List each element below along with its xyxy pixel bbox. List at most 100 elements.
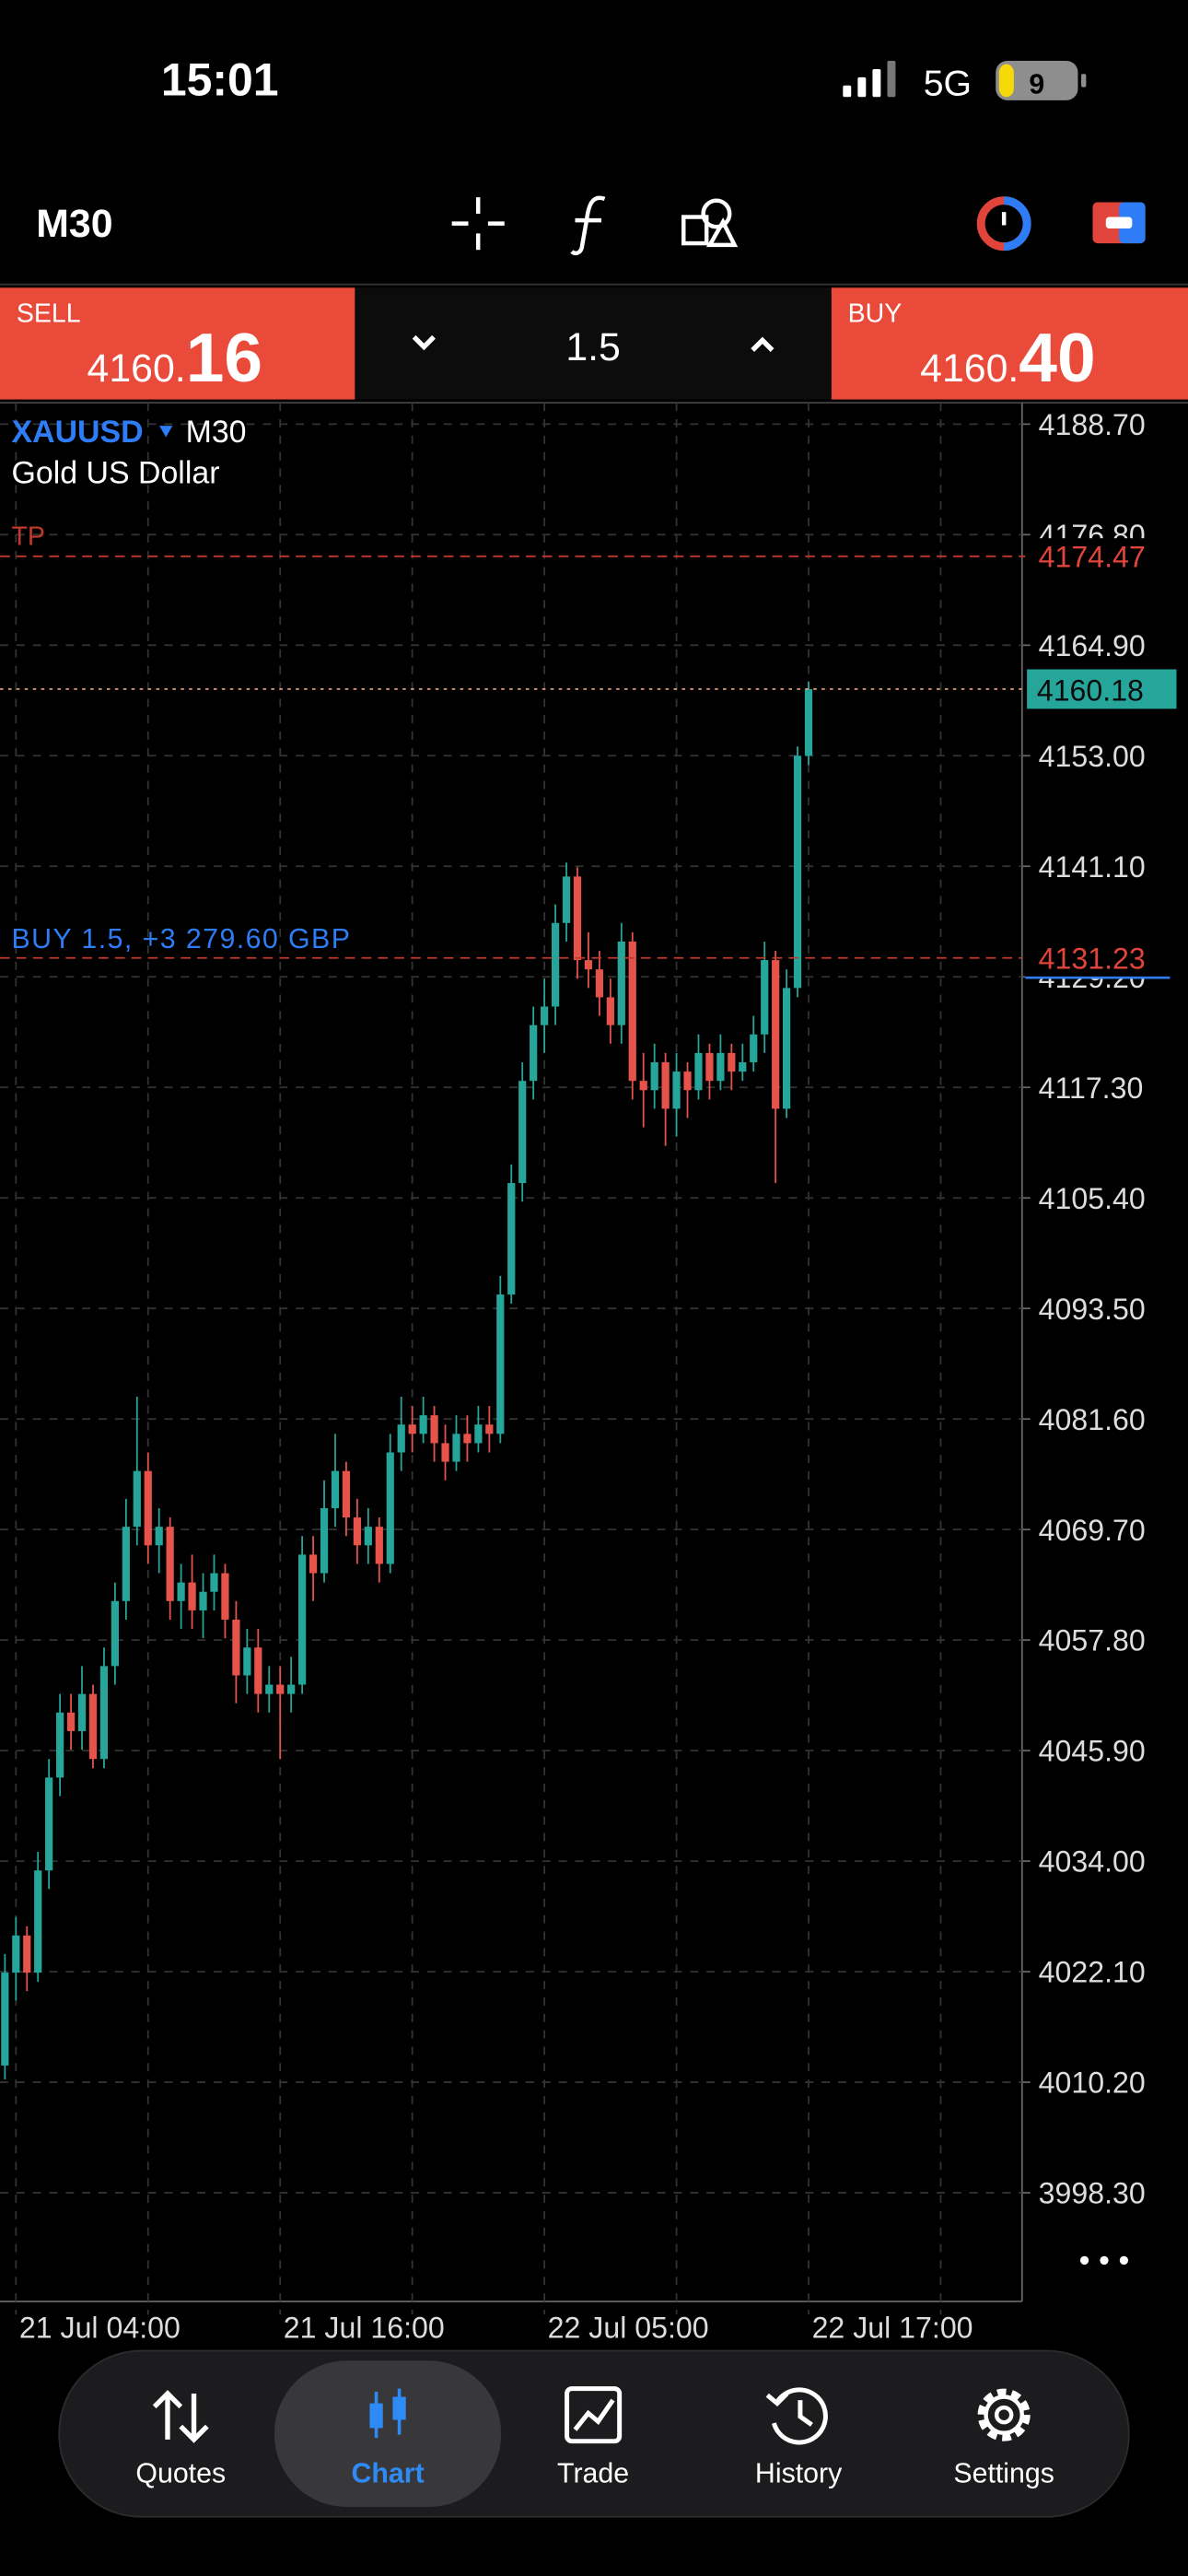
history-button[interactable] — [976, 196, 1031, 252]
battery-percent: 9 — [1029, 70, 1044, 100]
candle-body — [793, 755, 802, 989]
candle-body — [177, 1582, 185, 1601]
take-profit-price: 4174.47 — [1039, 540, 1146, 573]
volume-down[interactable] — [412, 334, 436, 351]
candle-body — [188, 1582, 196, 1610]
candle-body — [463, 1434, 472, 1444]
chart-overlay: XAUUSD M30 Gold US Dollar — [11, 415, 1129, 2266]
candle-body — [45, 1777, 53, 1871]
candle-body — [375, 1527, 383, 1564]
objects-button[interactable] — [681, 198, 739, 248]
buy-price-pips: 40 — [1019, 319, 1095, 396]
tab-label[interactable]: Chart — [351, 2458, 424, 2488]
sell-button[interactable] — [0, 287, 355, 400]
volume-up[interactable] — [751, 336, 775, 352]
y-tick-label: 4153.00 — [1039, 740, 1146, 773]
y-tick-label: 4069.70 — [1039, 1514, 1146, 1547]
candle-body — [739, 1062, 747, 1072]
candle-body — [88, 1693, 98, 1760]
candle-body — [452, 1434, 460, 1462]
history-icon — [765, 2387, 828, 2445]
battery-level — [998, 64, 1014, 98]
settings-icon — [977, 2388, 1031, 2441]
candle-body — [419, 1415, 427, 1434]
candle-body — [728, 1052, 736, 1072]
candle-body — [804, 688, 813, 756]
candle-body — [761, 960, 769, 1035]
buy-button[interactable] — [831, 287, 1188, 400]
candle-body — [320, 1507, 329, 1574]
candle-body — [331, 1470, 340, 1508]
candle-body — [772, 960, 780, 1109]
y-tick-label: 4117.30 — [1039, 1071, 1144, 1105]
x-tick-label: 21 Jul 04:00 — [19, 2311, 181, 2344]
y-tick-label: 4057.80 — [1039, 1624, 1146, 1657]
y-tick-label: 4034.00 — [1039, 1845, 1146, 1879]
candle-body — [309, 1554, 318, 1574]
candle-body — [530, 1025, 538, 1082]
tab-label[interactable]: Trade — [557, 2458, 629, 2488]
tab-label[interactable]: Settings — [953, 2458, 1054, 2488]
candle-body — [111, 1600, 119, 1667]
candle-body — [12, 1935, 20, 1973]
current-price-tag — [1027, 669, 1177, 709]
symbol[interactable]: XAUUSD — [11, 415, 143, 450]
more-button[interactable] — [1079, 2255, 1129, 2266]
x-tick-label: 22 Jul 17:00 — [812, 2311, 973, 2344]
candle-body — [661, 1062, 670, 1109]
candle-body — [56, 1712, 64, 1778]
candle-body — [298, 1554, 307, 1685]
candle-body — [144, 1470, 152, 1546]
candle-body — [750, 1034, 758, 1063]
candle-body — [408, 1424, 416, 1434]
symbol-dropdown[interactable] — [159, 426, 173, 438]
candle-body — [199, 1591, 207, 1610]
y-tick-label: 4164.90 — [1039, 629, 1146, 662]
x-tick-label: 21 Jul 16:00 — [284, 2311, 445, 2344]
candle-body — [155, 1527, 163, 1546]
indicators-button[interactable] — [570, 195, 606, 256]
candle-body — [507, 1183, 516, 1295]
candle-body — [99, 1666, 109, 1760]
candle-body — [518, 1081, 527, 1184]
tab-label[interactable]: History — [755, 2458, 843, 2488]
y-tick-label: 4081.60 — [1039, 1403, 1146, 1436]
trade-button[interactable] — [1092, 202, 1146, 244]
candle-body — [287, 1684, 296, 1694]
candle-body — [716, 1052, 725, 1082]
candle-body — [133, 1470, 141, 1528]
volume-panel — [355, 287, 832, 400]
candle-body — [34, 1870, 42, 1973]
candle-body — [166, 1527, 174, 1601]
candle-body — [551, 922, 560, 1007]
y-tick-label: 4141.10 — [1039, 850, 1146, 884]
buy-price: 4160.40 — [920, 319, 1095, 396]
y-tick-label: 4022.10 — [1039, 1956, 1146, 1989]
candle-body — [595, 969, 603, 998]
volume[interactable]: 1.5 — [565, 325, 621, 369]
candle-body — [617, 941, 625, 1025]
candle-body — [562, 876, 571, 923]
candle-body — [23, 1935, 31, 1973]
network: 5G — [924, 63, 972, 103]
tab-label[interactable]: Quotes — [135, 2458, 226, 2488]
buy-label: BUY — [848, 299, 903, 329]
position-label: BUY 1.5, +3 279.60 GBP — [11, 924, 351, 954]
tab-labels: Quotes Chart Trade History Settings — [135, 2458, 1054, 2488]
candle-body — [573, 876, 582, 961]
candle-body — [254, 1647, 262, 1694]
y-tick-label: 4093.50 — [1039, 1293, 1146, 1326]
timeframe-button[interactable]: M30 — [36, 202, 112, 246]
candle-body — [584, 960, 593, 970]
candle-body — [397, 1424, 405, 1453]
buy-price-main: 4160. — [920, 346, 1019, 391]
crosshair-button[interactable] — [451, 197, 505, 251]
candle-body — [210, 1573, 218, 1592]
candle-body — [474, 1424, 483, 1444]
candle-body — [606, 997, 614, 1025]
candle-body — [66, 1712, 76, 1731]
quotes-icon — [152, 2390, 209, 2443]
candle-body — [122, 1527, 130, 1601]
